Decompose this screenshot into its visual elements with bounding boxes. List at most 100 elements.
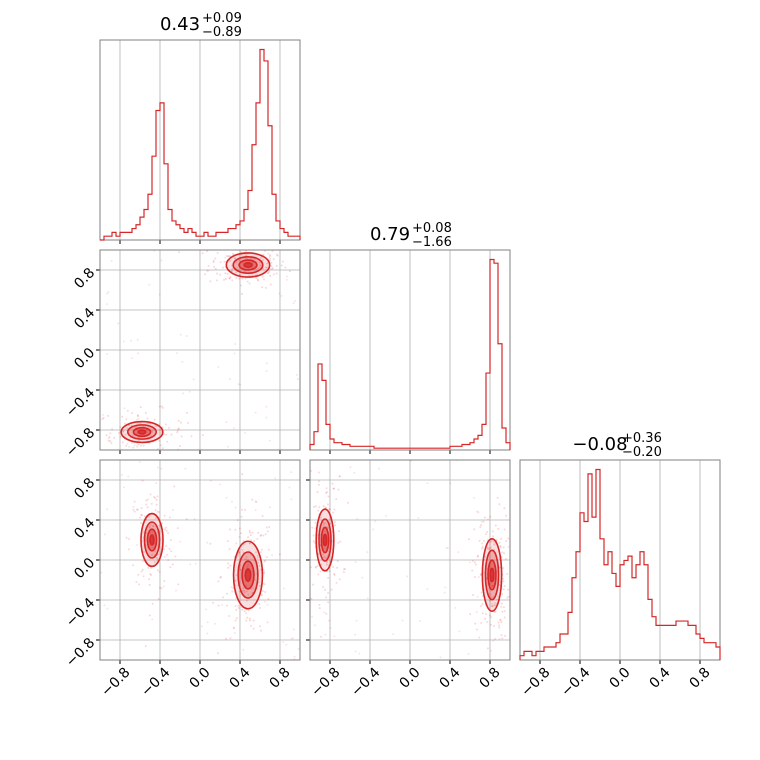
scatter-point [153,495,156,498]
scatter-point [278,553,281,556]
scatter-point [374,520,377,523]
scatter-point [260,629,263,632]
y-tick-label: −0.8 [63,635,98,670]
scatter-point [325,563,328,566]
scatter-point [118,454,120,456]
scatter-point [179,421,182,424]
scatter-point [484,613,487,616]
x-tick-label: −0.4 [558,665,593,700]
scatter-point [133,500,136,503]
scatter-point [372,528,375,531]
scatter-point [180,435,183,438]
scatter-point [449,482,452,485]
scatter-point [252,559,255,562]
scatter-point [267,271,270,274]
scatter-point [132,446,135,449]
scatter-point [275,264,278,267]
scatter-point [290,498,293,501]
scatter-point [482,520,485,523]
scatter-point [503,528,506,531]
scatter-point [252,627,255,630]
scatter-point [245,619,248,622]
y-tick-label: 0.4 [71,515,98,542]
scatter-point [214,268,217,271]
scatter-point [439,656,442,659]
scatter-point [494,524,497,527]
scatter-point [326,503,329,506]
scatter-point [137,573,140,576]
scatter-point [498,637,501,640]
scatter-point [234,619,237,622]
scatter-point [109,432,112,435]
scatter-point [282,260,285,263]
scatter-point [324,633,327,636]
scatter-point [472,593,475,596]
scatter-point [477,576,480,579]
scatter-point [318,603,321,606]
scatter-point [181,361,184,364]
scatter-point [238,551,241,554]
scatter-point [338,530,341,533]
scatter-point [479,526,482,529]
scatter-point [228,255,231,258]
scatter-point [269,257,272,260]
scatter-point [253,258,256,261]
scatter-point [268,526,271,529]
x-tick-label: −0.8 [518,665,553,700]
scatter-point [254,268,257,271]
scatter-point [148,614,151,617]
scatter-point [222,596,225,599]
scatter-point [317,483,320,486]
scatter-point [215,279,218,282]
scatter-point [147,566,150,569]
scatter-point [498,626,501,629]
scatter-point [228,528,231,531]
scatter-point [155,498,158,501]
scatter-point [512,571,514,573]
scatter-point [258,261,261,264]
scatter-point [493,543,496,546]
scatter-point [158,405,161,408]
scatter-point [155,503,158,506]
scatter-point [325,612,328,615]
scatter-point [213,265,216,268]
scatter-point [149,566,152,569]
scatter-point [120,454,122,456]
scatter-point [165,433,168,436]
scatter-point [150,530,153,533]
scatter-point [235,574,238,577]
scatter-point [156,557,159,560]
scatter-point [335,498,338,501]
scatter-point [293,299,296,302]
scatter-point [121,441,124,444]
scatter-point [313,624,316,627]
scatter-point [126,427,129,430]
scatter-point [269,274,272,277]
scatter-point [176,352,179,355]
scatter-point [326,491,329,494]
scatter-point [141,568,144,571]
scatter-point [238,551,241,554]
scatter-point [233,632,236,635]
scatter-point [290,471,293,474]
scatter-point [498,624,501,627]
scatter-point [241,608,244,611]
scatter-point [245,612,248,615]
scatter-point [125,418,128,421]
scatter-point [126,442,129,445]
scatter-point [250,588,253,591]
scatter-point [219,576,222,579]
scatter-point [314,527,317,530]
scatter-point [288,270,291,273]
y-tick-label: 0.8 [71,475,98,502]
panel-frame [99,39,301,241]
scatter-point [144,645,147,648]
scatter-point [503,507,506,510]
scatter-point [325,561,328,564]
scatter-point [249,625,252,628]
scatter-point [342,568,345,571]
scatter-point [271,267,274,270]
scatter-point [207,269,210,272]
scatter-point [505,514,508,517]
scatter-point [483,516,486,519]
